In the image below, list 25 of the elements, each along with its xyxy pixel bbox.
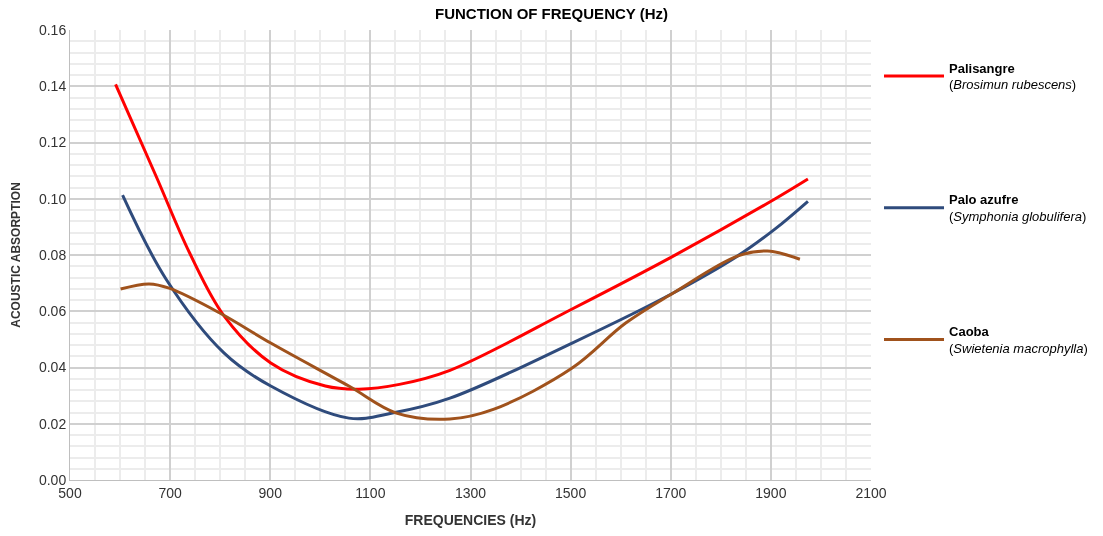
x-tick-label: 1100 <box>355 484 386 501</box>
legend-label: Palisangre (Brosimun rubescens) <box>949 60 1077 93</box>
x-tick-label: 1500 <box>555 484 587 501</box>
y-tick-label: 0.14 <box>38 78 67 95</box>
line-series <box>121 193 810 421</box>
legend-label: Caoba (Swietenia macrophylla) <box>949 324 1088 357</box>
x-tick-label: 700 <box>158 484 183 501</box>
y-tick-label: 0.10 <box>38 190 67 207</box>
x-tick-label: 1700 <box>655 484 687 501</box>
x-tick-label: 1900 <box>755 484 787 501</box>
x-tick-label: 1300 <box>454 484 487 501</box>
line-series <box>119 249 802 421</box>
y-tick-label: 0.12 <box>38 134 67 151</box>
y-tick-label: 0.08 <box>38 246 67 263</box>
y-tick-label: 0.02 <box>38 415 67 432</box>
y-tick-label: 0.06 <box>38 303 67 320</box>
y-tick-label: 0.16 <box>38 21 67 38</box>
legend-label: Palo azufre (Symphonia globulifera) <box>949 192 1087 225</box>
x-tick-label: 900 <box>258 484 283 501</box>
y-axis-title: ACOUSTIC ABSORPTION <box>9 182 24 328</box>
x-axis-title: FREQUENCIES (Hz) <box>404 512 537 529</box>
line-series <box>114 82 810 391</box>
chart-title: FUNCTION OF FREQUENCY (Hz) <box>434 4 669 22</box>
y-tick-label: 0.04 <box>38 359 67 376</box>
x-tick-label: 2100 <box>855 484 887 501</box>
